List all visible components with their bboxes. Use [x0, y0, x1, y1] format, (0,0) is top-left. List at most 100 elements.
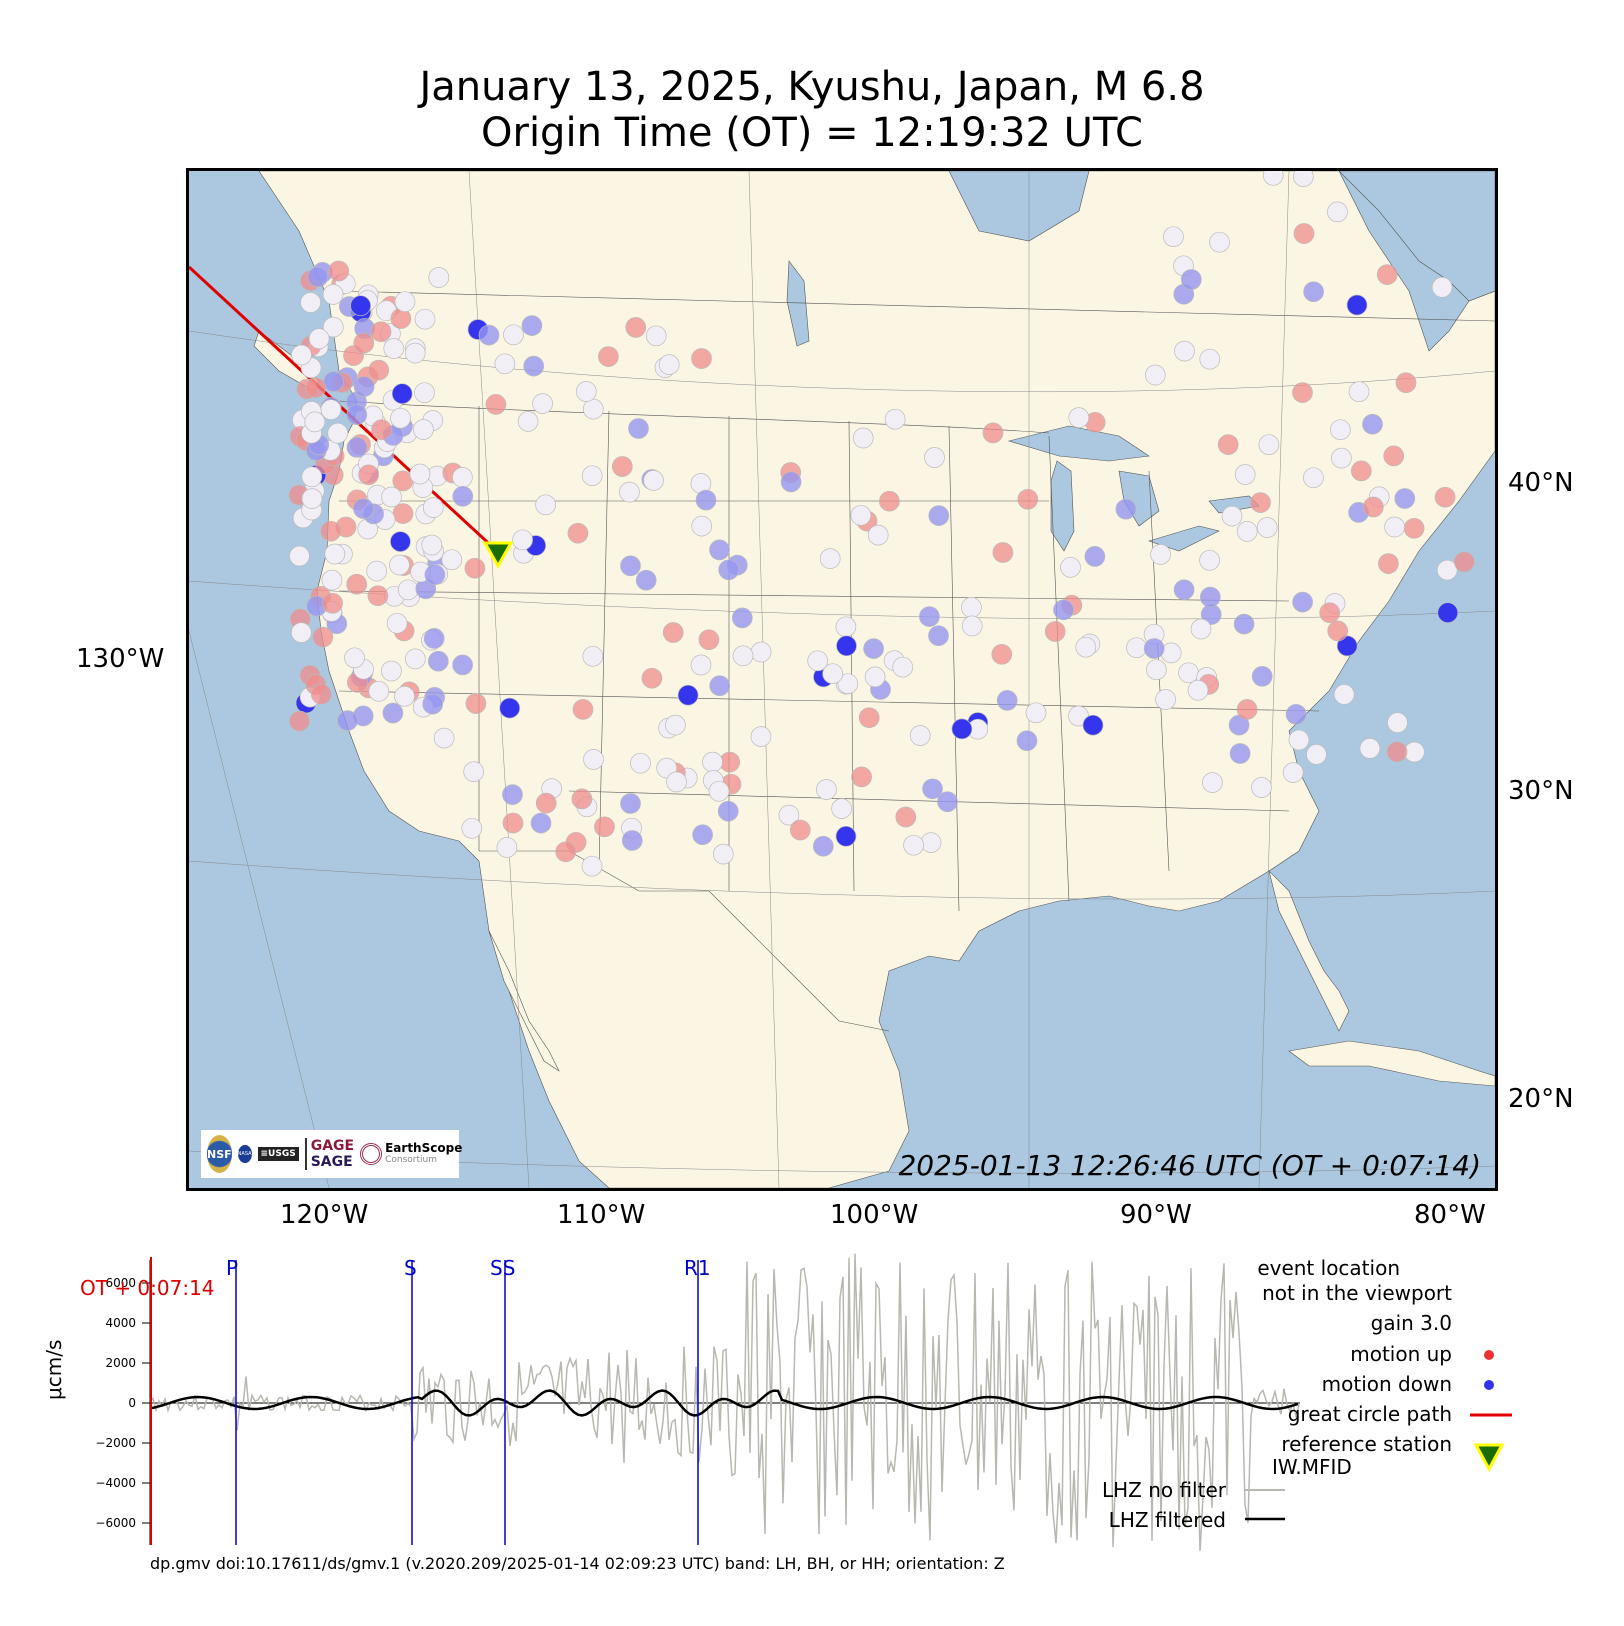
station-marker [630, 752, 651, 774]
station-marker [308, 328, 330, 350]
station-marker [502, 784, 523, 805]
gulf-st-lawrence [1338, 171, 1495, 302]
station-marker [1178, 662, 1199, 684]
station-marker [850, 504, 872, 526]
legend-no-filter: LHZ no filter [1101, 1478, 1226, 1502]
map-panel[interactable]: NSF NASA ≡USGS GAGE SAGE EarthScope Cons… [186, 168, 1498, 1191]
phase-label-p: P [226, 1256, 239, 1280]
station-marker [892, 656, 914, 678]
y-tick-label: −2000 [95, 1436, 136, 1450]
station-marker [732, 645, 754, 667]
station-marker [1217, 434, 1239, 455]
station-marker [404, 648, 426, 670]
station-marker [924, 447, 945, 468]
seismogram-panel: 6000 4000 2000 0 −2000 −4000 −6000 [95, 1253, 1512, 1552]
station-marker [1262, 171, 1284, 186]
station-marker [1303, 281, 1324, 303]
station-marker [404, 342, 426, 364]
station-marker [884, 408, 906, 430]
y-tick-label: 2000 [105, 1356, 136, 1370]
station-marker [919, 606, 940, 627]
station-marker [1288, 729, 1310, 751]
station-marker [620, 793, 641, 814]
station-marker [1053, 599, 1074, 621]
station-marker [836, 635, 857, 657]
station-marker [1146, 659, 1167, 681]
consortium-text: Consortium [385, 1155, 437, 1165]
station-marker [1292, 591, 1313, 613]
station-marker [312, 626, 334, 648]
station-marker [1236, 699, 1258, 720]
station-marker [1453, 551, 1475, 573]
station-marker [428, 267, 450, 288]
station-marker [909, 725, 931, 746]
station-marker [368, 359, 390, 381]
station-marker [982, 422, 1004, 444]
station-marker [485, 394, 507, 415]
station-marker [903, 834, 924, 856]
station-marker [571, 788, 593, 810]
station-marker [346, 573, 368, 595]
station-marker [464, 557, 486, 579]
station-marker [1303, 467, 1324, 489]
station-marker [1327, 201, 1348, 223]
y-tick-label: −6000 [95, 1516, 136, 1530]
station-marker [397, 579, 419, 601]
station-marker [503, 324, 524, 346]
station-marker [641, 667, 663, 689]
station-marker [1434, 486, 1456, 508]
station-marker [414, 308, 436, 330]
frame-timestamp: 2025-01-13 12:26:46 UTC (OT + 0:07:14) [898, 1149, 1481, 1182]
great-circle-path [189, 265, 499, 553]
station-marker [532, 393, 553, 414]
station-marker [530, 812, 552, 834]
station-marker [852, 427, 874, 449]
station-marker [305, 377, 327, 398]
lakes-layer [786, 171, 1495, 552]
map-canvas[interactable] [189, 171, 1495, 1188]
station-marker [1163, 226, 1184, 248]
station-marker [392, 503, 414, 524]
station-marker [1256, 517, 1278, 538]
us-mexico-border [479, 850, 890, 1032]
lon-label-100w: 100°W [830, 1200, 919, 1230]
gage-text: GAGE [310, 1138, 355, 1154]
lhz-filtered-trace [149, 1389, 1299, 1417]
station-marker [620, 555, 641, 577]
station-marker [301, 488, 323, 509]
station-marker [928, 505, 950, 526]
logo-strip: NSF NASA ≡USGS GAGE SAGE EarthScope Cons… [201, 1130, 462, 1178]
station-marker [1234, 464, 1256, 485]
station-marker [961, 615, 983, 637]
station-marker [502, 812, 524, 834]
station-markers [288, 171, 1475, 877]
station-marker [731, 607, 753, 629]
station-marker [709, 675, 731, 697]
lake-erie [1148, 525, 1220, 552]
station-marker [937, 791, 958, 813]
station-marker [1376, 264, 1398, 285]
station-marker [290, 622, 312, 643]
lake-superior [1007, 425, 1150, 462]
station-marker [1150, 544, 1171, 565]
station-marker [778, 804, 800, 826]
station-marker [750, 641, 772, 663]
station-marker [575, 381, 597, 402]
y-axis-ticks: 6000 4000 2000 0 −2000 −4000 −6000 [95, 1276, 150, 1530]
station-marker [320, 520, 342, 542]
station-marker [692, 824, 713, 846]
lat-label-20n: 20°N [1508, 1084, 1574, 1114]
station-marker [1190, 618, 1212, 640]
station-marker [1306, 744, 1327, 765]
station-marker [996, 690, 1018, 711]
station-marker [1173, 579, 1195, 601]
station-marker [390, 531, 411, 552]
station-marker [1394, 488, 1416, 509]
station-marker [1016, 730, 1038, 752]
station-marker [807, 650, 829, 672]
station-marker [662, 622, 684, 643]
station-marker [621, 830, 643, 851]
station-marker [717, 800, 739, 822]
usgs-logo: ≡USGS [257, 1147, 299, 1161]
station-marker [582, 645, 604, 667]
